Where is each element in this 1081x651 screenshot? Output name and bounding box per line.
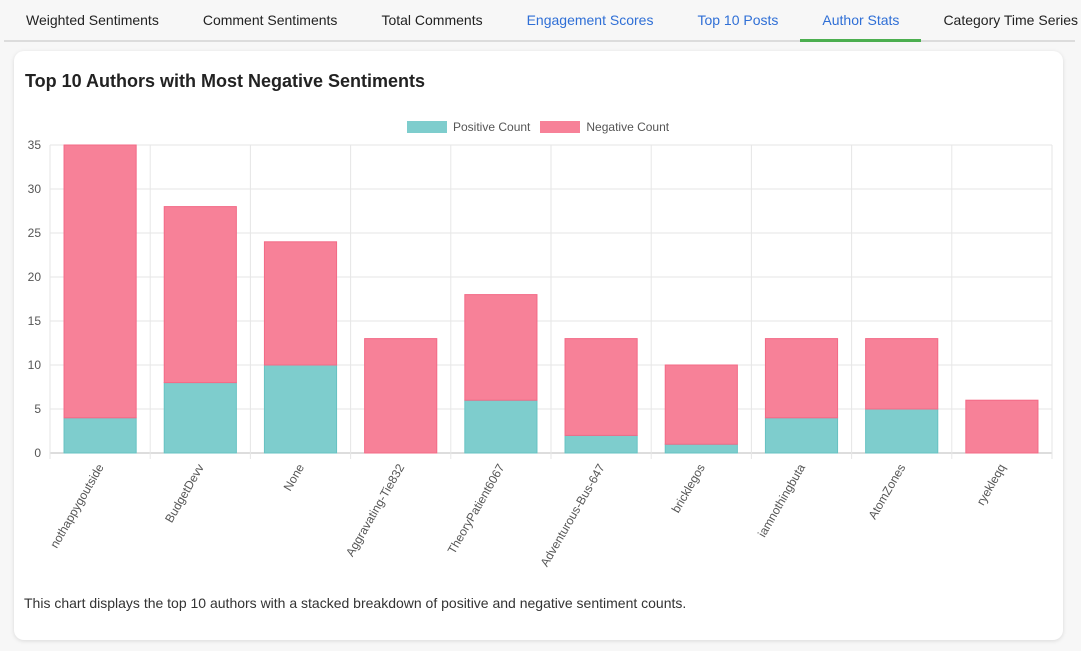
legend-swatch-negative <box>540 121 581 133</box>
bar-negative <box>564 338 638 436</box>
tab-top-10-posts[interactable]: Top 10 Posts <box>697 12 779 28</box>
tab-category-time-series[interactable]: Category Time Series <box>943 12 1079 28</box>
x-tick-label: Adventurous-Bus-647 <box>538 461 608 569</box>
tab-weighted-sentiments[interactable]: Weighted Sentiments <box>26 12 159 28</box>
y-tick-label: 30 <box>28 182 42 196</box>
card-title: Top 10 Authors with Most Negative Sentim… <box>25 71 426 91</box>
y-tick-label: 25 <box>28 226 42 240</box>
bar-negative <box>664 364 738 445</box>
y-tick-label: 15 <box>28 314 42 328</box>
x-tick-label: None <box>281 461 308 493</box>
bar-positive <box>464 399 538 454</box>
x-tick-label: Aggravating-Tie832 <box>343 461 407 559</box>
x-tick-label: TheoryPatient6067 <box>445 461 508 556</box>
x-tick-label: iamnothingbuta <box>755 461 808 539</box>
chart-legend: Positive Count Negative Count <box>407 120 679 134</box>
y-tick-label: 0 <box>34 446 41 460</box>
tab-engagement-scores[interactable]: Engagement Scores <box>526 12 654 28</box>
bar-positive <box>263 364 338 454</box>
tab-comment-sentiments[interactable]: Comment Sentiments <box>202 12 338 28</box>
legend-label-negative: Negative Count <box>586 120 670 134</box>
x-tick-label: AtomZones <box>865 462 908 522</box>
x-tick-label: BudgetDevv <box>162 462 207 526</box>
bar-positive <box>865 408 939 454</box>
bar-negative <box>865 338 939 410</box>
bar-negative <box>764 338 839 419</box>
x-tick-label: ryekleqq <box>974 462 1009 508</box>
chart-card: Top 10 Authors with Most Negative Sentim… <box>14 51 1063 640</box>
bar-negative <box>63 144 137 419</box>
y-tick-label: 5 <box>34 402 41 416</box>
legend-item-negative[interactable]: Negative Count <box>540 120 669 134</box>
stacked-bar-chart: 0 5 10 15 20 25 30 35 nothappygoutside BudgetDevv… <box>28 138 1053 569</box>
legend-label-positive: Positive Count <box>453 120 531 134</box>
x-tick-label: bricklegos <box>669 462 708 516</box>
y-tick-label: 10 <box>28 358 42 372</box>
bar-negative <box>965 399 1039 454</box>
legend-item-positive[interactable]: Positive Count <box>407 120 530 134</box>
bar-negative <box>263 241 338 366</box>
chart-description: This chart displays the top 10 authors w… <box>24 595 687 611</box>
x-tick-label: nothappygoutside <box>47 461 107 550</box>
bar-positive <box>63 417 137 454</box>
bar-positive <box>163 382 237 454</box>
bar-positive <box>764 417 839 454</box>
bar-negative <box>163 206 237 384</box>
legend-swatch-positive <box>407 121 447 133</box>
tab-total-comments[interactable]: Total Comments <box>381 12 483 28</box>
tab-bar: Weighted Sentiments Comment Sentiments Tot… <box>4 0 1078 42</box>
y-tick-label: 20 <box>28 270 42 284</box>
y-tick-label: 35 <box>28 138 42 152</box>
bar-negative <box>364 338 438 454</box>
bar-positive <box>664 443 738 454</box>
bar-negative <box>464 294 538 401</box>
bar-positive <box>564 434 638 454</box>
tab-author-stats[interactable]: Author Stats <box>800 0 922 42</box>
